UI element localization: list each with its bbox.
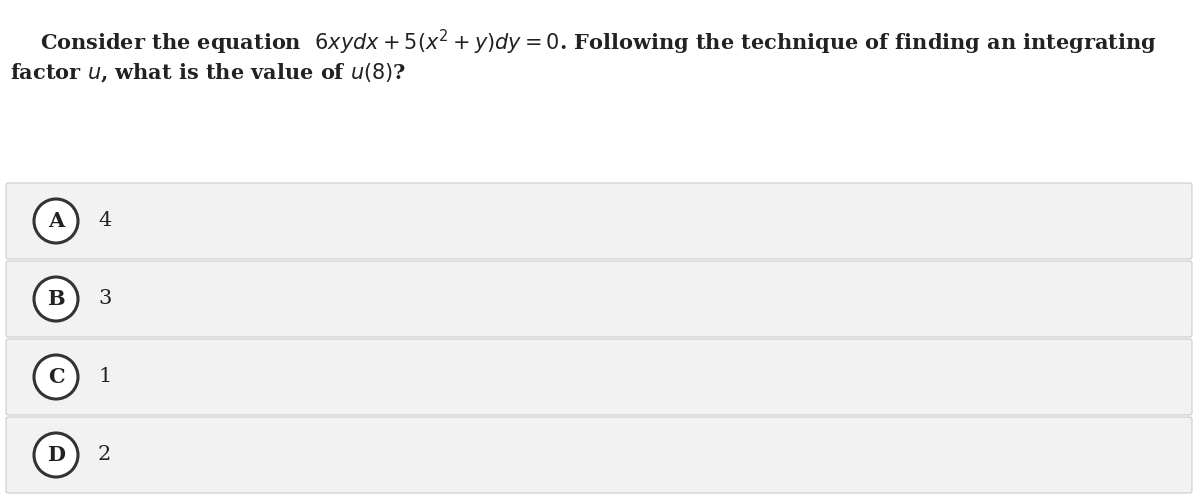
Circle shape bbox=[34, 199, 78, 243]
FancyBboxPatch shape bbox=[6, 183, 1192, 259]
Circle shape bbox=[34, 355, 78, 399]
Text: A: A bbox=[48, 211, 64, 231]
Text: 3: 3 bbox=[98, 289, 112, 308]
Circle shape bbox=[34, 433, 78, 477]
FancyBboxPatch shape bbox=[6, 339, 1192, 415]
Text: C: C bbox=[48, 367, 65, 387]
Text: 1: 1 bbox=[98, 367, 112, 387]
Text: D: D bbox=[47, 445, 65, 465]
Text: 2: 2 bbox=[98, 446, 112, 465]
Text: B: B bbox=[47, 289, 65, 309]
Text: Consider the equation  $6xydx + 5(x^2 + y)dy = 0$. Following the technique of fi: Consider the equation $6xydx + 5(x^2 + y… bbox=[40, 28, 1157, 57]
FancyBboxPatch shape bbox=[6, 417, 1192, 493]
Text: factor $u$, what is the value of $u(8)$?: factor $u$, what is the value of $u(8)$? bbox=[10, 62, 407, 85]
Text: 4: 4 bbox=[98, 212, 112, 231]
FancyBboxPatch shape bbox=[6, 261, 1192, 337]
Circle shape bbox=[34, 277, 78, 321]
